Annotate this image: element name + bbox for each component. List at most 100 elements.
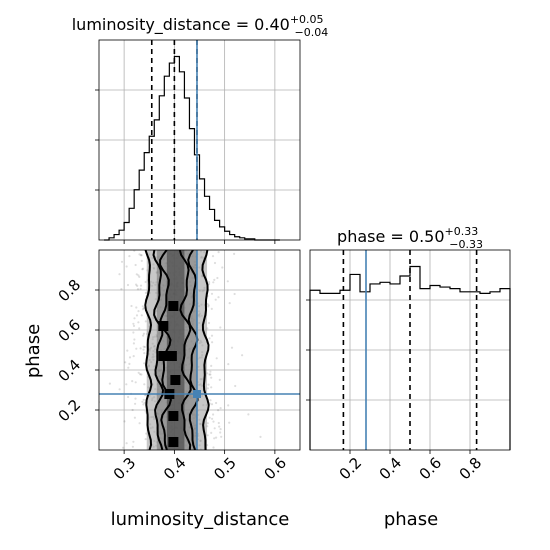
- scatter-point: [217, 421, 220, 425]
- scatter-point: [211, 255, 215, 258]
- scatter-point: [259, 435, 262, 438]
- scatter-point: [139, 284, 143, 287]
- truth-marker: [192, 390, 201, 398]
- title-luminosity-distance: luminosity_distance = 0.40+0.05 −0.04: [72, 13, 329, 39]
- scatter-point: [136, 284, 139, 287]
- scatter-point: [132, 355, 135, 358]
- histogram-phase: 0.2 0.4 0.6 0.8: [306, 249, 511, 484]
- scatter-point: [133, 416, 136, 419]
- joint-frame: [98, 249, 301, 451]
- y-tick-label: 0.6: [55, 316, 85, 346]
- scatter-point: [210, 386, 213, 389]
- scatter-point: [134, 263, 137, 267]
- scatter-point: [123, 420, 126, 423]
- scatter-point: [133, 250, 136, 252]
- scatter-point: [142, 348, 145, 351]
- scatter-point: [212, 281, 215, 284]
- scatter-point: [247, 413, 250, 416]
- contour-line: [152, 250, 165, 450]
- scatter-point: [210, 364, 213, 367]
- histogram-frame: [309, 249, 511, 451]
- scatter-point: [211, 417, 214, 420]
- title-phase-base: phase = 0.50: [337, 227, 444, 246]
- scatter-point: [128, 356, 132, 359]
- contour-line: [144, 250, 153, 450]
- scatter-point: [226, 280, 229, 283]
- scatter-point: [210, 376, 213, 379]
- scatter-point: [135, 306, 138, 309]
- x-tick-label: 0.6: [416, 454, 446, 484]
- x-label-phase: phase: [384, 509, 438, 530]
- x-tick-label: 0.6: [261, 454, 291, 484]
- scatter-point: [241, 354, 244, 357]
- x-tick-label: 0.4: [160, 454, 190, 484]
- scatter-point: [138, 253, 141, 256]
- x-tick-label: 0.3: [110, 454, 140, 484]
- scatter-point: [140, 373, 143, 376]
- scatter-point: [141, 400, 144, 403]
- scatter-point: [227, 404, 230, 407]
- scatter-point: [212, 413, 215, 416]
- scatter-point: [221, 266, 224, 269]
- scatter-point: [220, 435, 223, 438]
- y-tick-label: 0.4: [55, 356, 85, 386]
- scatter-point: [135, 273, 138, 276]
- scatter-point: [131, 408, 134, 412]
- scatter-point: [213, 437, 216, 440]
- scatter-point: [210, 307, 213, 310]
- scatter-point: [209, 370, 212, 373]
- scatter-point: [218, 378, 221, 381]
- scatter-point: [97, 432, 99, 434]
- contour-line: [201, 250, 210, 450]
- title-luminosity-distance-base: luminosity_distance = 0.40: [72, 15, 290, 35]
- scatter-point: [144, 320, 147, 323]
- scatter-point: [132, 440, 135, 443]
- scatter-point: [139, 287, 142, 290]
- scatter-point: [138, 327, 141, 330]
- scatter-point: [131, 445, 134, 448]
- scatter-point: [208, 337, 211, 340]
- scatter-point: [142, 307, 145, 310]
- histogram-step-luminosity-distance: [104, 55, 280, 241]
- scatter-point: [208, 373, 211, 376]
- scatter-point: [218, 425, 221, 428]
- scatter-point: [217, 296, 220, 299]
- scatter-point: [144, 280, 147, 284]
- scatter-point: [108, 382, 111, 385]
- title-phase-sub: −0.33: [449, 238, 483, 251]
- scatter-point: [142, 334, 145, 337]
- scatter-point: [127, 366, 130, 369]
- scatter-point: [118, 388, 121, 391]
- scatter-point: [144, 438, 147, 441]
- scatter-point: [213, 427, 216, 430]
- scatter-point: [133, 338, 136, 341]
- scatter-point: [138, 275, 141, 278]
- scatter-point: [141, 268, 144, 271]
- scatter-point: [133, 317, 136, 320]
- scatter-point: [132, 324, 136, 327]
- scatter-point: [143, 401, 146, 404]
- contour-line: [178, 250, 192, 450]
- scatter-point: [228, 302, 231, 305]
- y-tick-label: 0.8: [55, 276, 85, 306]
- scatter-point: [215, 357, 218, 360]
- joint-scatter-panel: 0.3 0.4 0.5 0.6 0.2 0.4 0.6 0.8: [55, 249, 301, 484]
- scatter-point: [207, 383, 210, 386]
- scatter-point: [213, 261, 217, 265]
- scatter-point: [216, 276, 219, 280]
- histogram-frame: [98, 39, 301, 241]
- scatter-point: [131, 380, 134, 383]
- scatter-point: [139, 347, 142, 350]
- scatter-point: [143, 352, 146, 355]
- scatter-point: [208, 282, 211, 286]
- scatter-point: [219, 407, 222, 410]
- scatter-point: [142, 332, 145, 335]
- scatter-point: [210, 334, 214, 337]
- scatter-point: [126, 283, 130, 287]
- scatter-point: [127, 395, 130, 399]
- x-tick-label: 0.2: [336, 454, 366, 484]
- scatter-point: [124, 361, 127, 364]
- scatter-point: [126, 349, 129, 352]
- scatter-point: [208, 416, 211, 419]
- scatter-point: [142, 345, 145, 348]
